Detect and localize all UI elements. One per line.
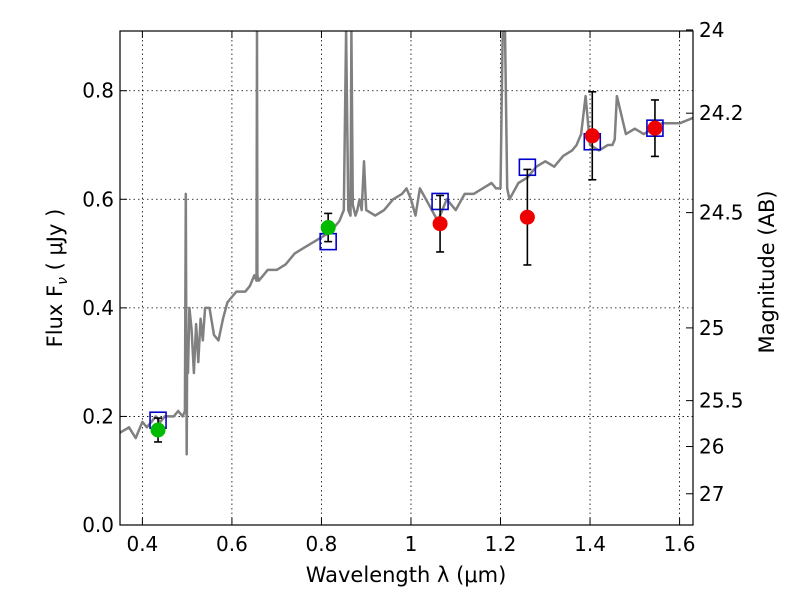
y2-tick-label: 26	[699, 435, 724, 459]
green-point	[320, 220, 336, 236]
y2-axis-label: Magnitude (AB)	[755, 190, 779, 353]
y-tick-label: 0.0	[82, 513, 114, 537]
plot-frame	[119, 30, 694, 526]
data-marks	[149, 91, 664, 443]
y2-tick-label: 24.5	[699, 201, 744, 225]
red-point	[584, 128, 600, 144]
y-axis-label-main: Flux F	[43, 285, 67, 347]
y-axis-label: Flux Fν ( μJy )	[43, 209, 71, 348]
x-tick-label: 0.4	[126, 532, 158, 556]
y2-tick-label: 24	[699, 18, 724, 42]
model-spectrum-line	[120, 31, 693, 456]
y-tick-label: 0.6	[82, 187, 114, 211]
y2-tick-label: 25.5	[699, 389, 744, 413]
y-axis-label-sub: ν	[55, 277, 71, 285]
model-spectrum-layer	[120, 31, 693, 456]
y-tick-label: 0.2	[82, 404, 114, 428]
red-point	[647, 120, 663, 136]
x-tick-label: 1.6	[664, 532, 696, 556]
green-point	[150, 422, 166, 438]
x-tick-label: 0.8	[306, 532, 338, 556]
x-tick-label: 0.6	[216, 532, 248, 556]
y2-tick-label: 25	[699, 316, 724, 340]
x-axis-label: Wavelength λ (μm)	[306, 563, 507, 587]
x-tick-label: 1	[405, 532, 418, 556]
plot-area	[120, 31, 693, 456]
y-tick-label: 0.4	[82, 296, 114, 320]
x-tick-label: 1.2	[485, 532, 517, 556]
x-tick-label: 1.4	[574, 532, 606, 556]
grid	[120, 31, 693, 526]
y-tick-label: 0.8	[82, 79, 114, 103]
y2-tick-label: 24.2	[699, 101, 744, 125]
y-axis-label-units: ( μJy )	[43, 209, 67, 277]
red-point	[432, 216, 448, 232]
red-point	[519, 209, 535, 225]
axis-ticks: 0.4 0.6 0.8 1 1.2 1.4 1.6 0.0 0.2 0.4 0.6 0.8 24 24.2…	[82, 18, 743, 556]
y2-tick-label: 27	[699, 482, 724, 506]
